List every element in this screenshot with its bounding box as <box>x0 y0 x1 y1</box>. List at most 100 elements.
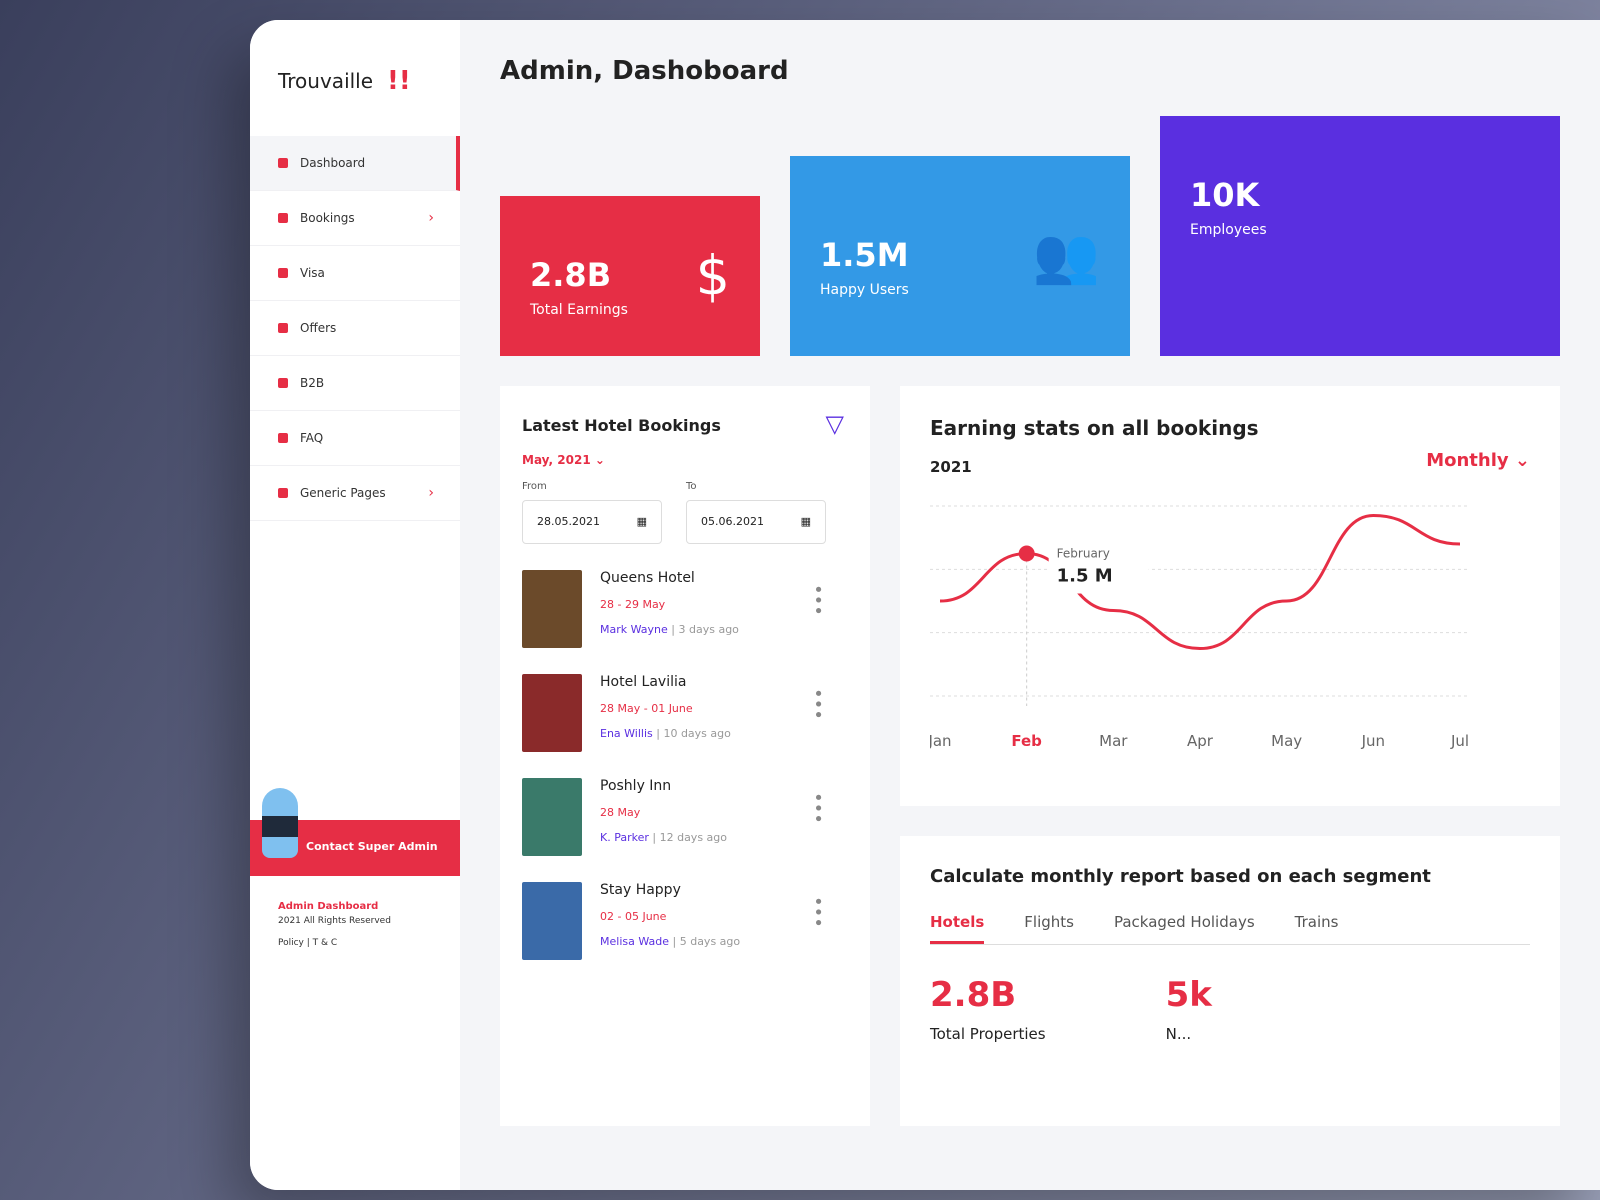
hotel-name: Queens Hotel <box>600 570 695 586</box>
sidebar-item-bookings[interactable]: Bookings › <box>250 191 460 246</box>
tooltip-label: February <box>1057 547 1110 561</box>
report-title: Calculate monthly report based on each s… <box>930 866 1431 887</box>
stat-card-employees: 10K Employees <box>1160 116 1560 356</box>
more-options-icon[interactable]: ••• <box>807 896 828 928</box>
booking-item[interactable]: Queens Hotel 28 - 29 May Mark Wayne | 3 da… <box>522 570 848 648</box>
sidebar-item-label: Offers <box>300 321 337 335</box>
stat-label: Happy Users <box>820 282 909 298</box>
latest-bookings-panel: Latest Hotel Bookings ▽ May, 2021 ⌄ From… <box>500 386 870 1126</box>
tab-hotels[interactable]: Hotels <box>930 913 985 944</box>
filter-icon[interactable]: ▽ <box>825 410 844 438</box>
tab-flights[interactable]: Flights <box>1024 913 1074 931</box>
booking-age: 5 days ago <box>679 935 741 948</box>
hotel-thumbnail <box>522 570 582 648</box>
booking-age: 12 days ago <box>659 831 728 844</box>
sidebar-item-label: Bookings <box>300 211 355 225</box>
report-stat: 2.8B Total Properties <box>930 975 1046 1043</box>
booking-item[interactable]: Stay Happy 02 - 05 June Melisa Wade | 5 da… <box>522 882 848 960</box>
sidebar-nav: Dashboard Bookings › Visa Offers B2B FAQ Generi… <box>250 136 460 521</box>
chevron-right-icon: › <box>428 485 434 501</box>
nav-icon <box>278 488 288 498</box>
booking-user[interactable]: Mark Wayne <box>600 623 668 636</box>
avatar <box>262 788 298 858</box>
footprints-icon: !! <box>387 66 411 96</box>
stat-value: 2.8B <box>930 975 1017 1015</box>
sidebar-item-generic-pages[interactable]: Generic Pages › <box>250 466 460 521</box>
highlight-point[interactable] <box>1018 545 1035 562</box>
footer: Admin Dashboard 2021 All Rights Reserved P… <box>278 900 391 950</box>
stat-card-users: 1.5M Happy Users 👥 <box>790 156 1130 356</box>
stat-card-earnings: 2.8B Total Earnings $ <box>500 196 760 356</box>
nav-icon <box>278 378 288 388</box>
sidebar-item-label: B2B <box>300 376 325 390</box>
tooltip-value: 1.5 M <box>1057 566 1113 587</box>
booking-item[interactable]: Poshly Inn 28 May K. Parker | 12 days ago •… <box>522 778 848 856</box>
nav-icon <box>278 158 288 168</box>
brand-name: Trouvaille <box>278 69 374 93</box>
stat-label: Total Properties <box>930 1025 1046 1043</box>
x-tick-label: Feb <box>1011 732 1042 750</box>
chart-title: Earning stats on all bookings <box>930 416 1259 440</box>
x-tick-label: Mar <box>1099 732 1128 750</box>
stat-label: Total Earnings <box>530 302 628 318</box>
booking-list: Queens Hotel 28 - 29 May Mark Wayne | 3 da… <box>522 570 848 960</box>
to-label: To <box>686 481 697 492</box>
month-dropdown[interactable]: May, 2021 ⌄ <box>522 453 848 467</box>
hotel-name: Poshly Inn <box>600 778 672 794</box>
page-title: Admin, Dashoboard <box>500 56 789 86</box>
stat-value: 2.8B <box>530 256 612 294</box>
sidebar-item-offers[interactable]: Offers <box>250 301 460 356</box>
booking-item[interactable]: Hotel Lavilia 28 May - 01 June Ena Willis … <box>522 674 848 752</box>
stat-label: N... <box>1165 1025 1192 1043</box>
to-date-input[interactable]: 05.06.2021 ▦ <box>686 500 826 544</box>
chart-year: 2021 <box>930 458 972 476</box>
chevron-right-icon: › <box>428 210 434 226</box>
hotel-thumbnail <box>522 778 582 856</box>
more-options-icon[interactable]: ••• <box>807 792 828 824</box>
nav-icon <box>278 433 288 443</box>
calendar-icon[interactable]: ▦ <box>636 515 647 528</box>
sidebar-item-dashboard[interactable]: Dashboard <box>250 136 460 191</box>
month-value: May, 2021 <box>522 453 591 467</box>
sidebar-item-label: FAQ <box>300 431 324 445</box>
hotel-thumbnail <box>522 674 582 752</box>
contact-label: Contact Super Admin <box>306 840 438 853</box>
x-tick-label: Jul <box>1450 732 1469 750</box>
footer-title: Admin Dashboard <box>278 901 379 912</box>
report-stat: 5k N... <box>1166 975 1212 1043</box>
sidebar-item-visa[interactable]: Visa <box>250 246 460 301</box>
sidebar-item-b2b[interactable]: B2B <box>250 356 460 411</box>
users-icon: 👥 <box>1032 224 1100 287</box>
nav-icon <box>278 323 288 333</box>
tab-trains[interactable]: Trains <box>1294 913 1339 931</box>
from-value: 28.05.2021 <box>537 515 600 528</box>
x-tick-label: Jan <box>930 732 952 750</box>
period-dropdown[interactable]: Monthly ⌄ <box>1426 450 1530 471</box>
panel-title: Latest Hotel Bookings <box>522 416 721 435</box>
earning-stats-chart: Earning stats on all bookings 2021 Month… <box>900 386 1560 806</box>
sidebar-item-label: Visa <box>300 266 325 280</box>
to-value: 05.06.2021 <box>701 515 764 528</box>
sidebar-item-label: Dashboard <box>300 156 366 170</box>
more-options-icon[interactable]: ••• <box>807 688 828 720</box>
booking-user[interactable]: K. Parker <box>600 831 649 844</box>
logo: Trouvaille!! <box>250 20 460 136</box>
chevron-down-icon: ⌄ <box>594 453 605 467</box>
nav-icon <box>278 268 288 278</box>
more-options-icon[interactable]: ••• <box>807 584 828 616</box>
period-value: Monthly <box>1426 450 1509 471</box>
contact-super-admin-button[interactable]: Contact Super Admin <box>250 788 460 876</box>
tab-packaged-holidays[interactable]: Packaged Holidays <box>1113 913 1255 931</box>
sidebar-item-faq[interactable]: FAQ <box>250 411 460 466</box>
stat-value: 5k <box>1165 975 1212 1015</box>
stat-label: Employees <box>1190 222 1267 238</box>
from-date-input[interactable]: 28.05.2021 ▦ <box>522 500 662 544</box>
calendar-icon[interactable]: ▦ <box>800 515 811 528</box>
booking-age: 3 days ago <box>678 623 739 636</box>
footer-rights: 2021 All Rights Reserved <box>278 916 391 926</box>
from-label: From <box>522 481 547 492</box>
booking-user[interactable]: Melisa Wade <box>600 935 670 948</box>
footer-links[interactable]: Policy | T & C <box>278 938 338 948</box>
booking-dates: 28 May - 01 June <box>600 702 693 715</box>
booking-user[interactable]: Ena Willis <box>600 727 653 740</box>
